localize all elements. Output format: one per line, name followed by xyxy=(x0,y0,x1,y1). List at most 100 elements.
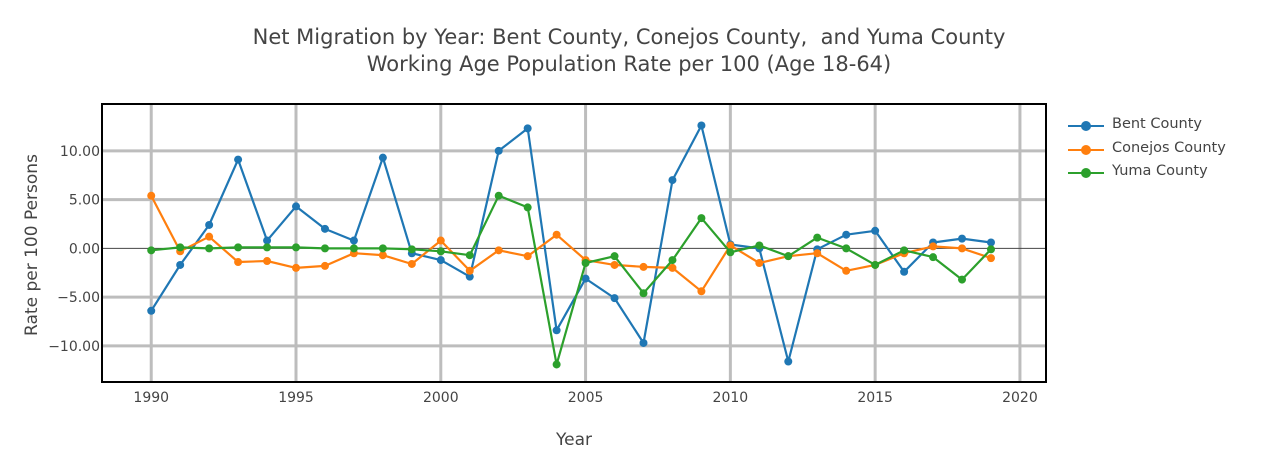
data-point-conejos-county[interactable] xyxy=(552,230,561,239)
data-point-bent-county[interactable] xyxy=(842,230,851,239)
axis-layer: 1990 1995 2000 2005 2010 2015 2020 10.00 5.00 0.0… xyxy=(48,144,1038,406)
data-point-yuma-county[interactable] xyxy=(494,191,503,200)
chart-subtitle: Working Age Population Rate per 100 (Age… xyxy=(366,52,892,76)
data-point-yuma-county[interactable] xyxy=(349,244,358,253)
data-point-conejos-county[interactable] xyxy=(234,258,243,267)
data-point-conejos-county[interactable] xyxy=(494,246,503,255)
data-point-yuma-county[interactable] xyxy=(147,246,156,255)
data-point-bent-county[interactable] xyxy=(610,294,619,303)
data-point-bent-county[interactable] xyxy=(292,202,301,211)
data-point-yuma-county[interactable] xyxy=(697,214,706,223)
data-point-conejos-county[interactable] xyxy=(755,258,764,267)
data-point-yuma-county[interactable] xyxy=(986,245,995,254)
data-point-bent-county[interactable] xyxy=(986,238,995,247)
data-point-bent-county[interactable] xyxy=(436,256,445,265)
data-point-conejos-county[interactable] xyxy=(205,232,214,241)
data-point-bent-county[interactable] xyxy=(871,226,880,235)
data-point-bent-county[interactable] xyxy=(147,306,156,315)
data-point-conejos-county[interactable] xyxy=(320,261,329,270)
data-point-conejos-county[interactable] xyxy=(726,241,735,250)
data-point-conejos-county[interactable] xyxy=(958,244,967,253)
data-point-bent-county[interactable] xyxy=(900,267,909,276)
data-point-conejos-county[interactable] xyxy=(697,287,706,296)
data-point-bent-county[interactable] xyxy=(465,272,474,281)
data-point-conejos-county[interactable] xyxy=(986,254,995,263)
data-point-bent-county[interactable] xyxy=(668,176,677,185)
data-point-bent-county[interactable] xyxy=(958,234,967,243)
data-point-bent-county[interactable] xyxy=(263,236,272,245)
series-line-yuma-county xyxy=(151,194,992,366)
data-point-yuma-county[interactable] xyxy=(929,253,938,262)
data-point-yuma-county[interactable] xyxy=(234,243,243,252)
y-tick-label: 10.00 xyxy=(60,144,100,160)
data-point-conejos-county[interactable] xyxy=(263,257,272,266)
data-point-conejos-county[interactable] xyxy=(407,259,416,268)
data-point-conejos-county[interactable] xyxy=(842,266,851,275)
data-point-yuma-county[interactable] xyxy=(842,244,851,253)
data-point-bent-county[interactable] xyxy=(552,326,561,335)
data-point-yuma-county[interactable] xyxy=(668,256,677,265)
data-point-conejos-county[interactable] xyxy=(639,262,648,271)
data-point-yuma-county[interactable] xyxy=(784,252,793,261)
data-point-conejos-county[interactable] xyxy=(436,236,445,245)
data-point-yuma-county[interactable] xyxy=(292,243,301,252)
data-point-yuma-county[interactable] xyxy=(378,244,387,253)
x-tick-label: 2005 xyxy=(568,390,604,406)
x-tick-label: 1995 xyxy=(278,390,314,406)
data-point-conejos-county[interactable] xyxy=(292,263,301,272)
data-point-yuma-county[interactable] xyxy=(900,246,909,255)
grid-layer xyxy=(102,104,1046,382)
data-point-conejos-county[interactable] xyxy=(465,266,474,275)
data-point-yuma-county[interactable] xyxy=(176,243,185,252)
chart-title: Net Migration by Year: Bent County, Cone… xyxy=(252,25,1006,49)
y-tick-label: −5.00 xyxy=(57,290,100,306)
data-point-conejos-county[interactable] xyxy=(813,249,822,258)
data-point-yuma-county[interactable] xyxy=(320,244,329,253)
data-point-bent-county[interactable] xyxy=(378,153,387,162)
data-point-bent-county[interactable] xyxy=(205,220,214,229)
data-point-yuma-county[interactable] xyxy=(958,275,967,284)
data-point-yuma-county[interactable] xyxy=(465,251,474,260)
data-point-conejos-county[interactable] xyxy=(610,260,619,269)
data-point-conejos-county[interactable] xyxy=(378,251,387,260)
x-tick-label: 1990 xyxy=(133,390,169,406)
data-point-yuma-county[interactable] xyxy=(639,289,648,298)
legend-marker-bent-county xyxy=(1081,121,1091,131)
series-layer xyxy=(147,121,995,369)
data-point-bent-county[interactable] xyxy=(494,146,503,155)
data-point-conejos-county[interactable] xyxy=(668,263,677,272)
data-point-bent-county[interactable] xyxy=(639,338,648,347)
x-tick-label: 2000 xyxy=(423,390,459,406)
data-point-bent-county[interactable] xyxy=(581,274,590,283)
data-point-bent-county[interactable] xyxy=(523,124,532,133)
data-point-bent-county[interactable] xyxy=(176,260,185,269)
data-point-yuma-county[interactable] xyxy=(205,244,214,253)
data-point-yuma-county[interactable] xyxy=(813,233,822,242)
legend-label-yuma-county: Yuma County xyxy=(1112,163,1208,179)
series-line-bent-county xyxy=(150,124,992,363)
data-point-yuma-county[interactable] xyxy=(610,252,619,261)
data-point-bent-county[interactable] xyxy=(784,357,793,366)
data-point-yuma-county[interactable] xyxy=(726,248,735,257)
series-line-conejos-county xyxy=(150,195,992,293)
data-point-bent-county[interactable] xyxy=(349,236,358,245)
data-point-yuma-county[interactable] xyxy=(552,360,561,369)
x-axis-label: Year xyxy=(556,430,592,450)
legend-marker-conejos-county xyxy=(1081,145,1091,155)
data-point-bent-county[interactable] xyxy=(697,121,706,130)
data-point-yuma-county[interactable] xyxy=(755,241,764,250)
data-point-bent-county[interactable] xyxy=(234,155,243,164)
x-tick-label: 2015 xyxy=(857,390,893,406)
x-tick-label: 2010 xyxy=(713,390,749,406)
data-point-yuma-county[interactable] xyxy=(871,260,880,269)
data-point-bent-county[interactable] xyxy=(320,224,329,233)
data-point-yuma-county[interactable] xyxy=(436,247,445,256)
data-point-conejos-county[interactable] xyxy=(523,252,532,261)
data-point-yuma-county[interactable] xyxy=(407,245,416,254)
data-point-yuma-county[interactable] xyxy=(581,258,590,267)
data-point-yuma-county[interactable] xyxy=(263,243,272,252)
data-point-conejos-county[interactable] xyxy=(929,242,938,251)
data-point-conejos-county[interactable] xyxy=(147,191,156,200)
data-point-yuma-county[interactable] xyxy=(523,203,532,212)
